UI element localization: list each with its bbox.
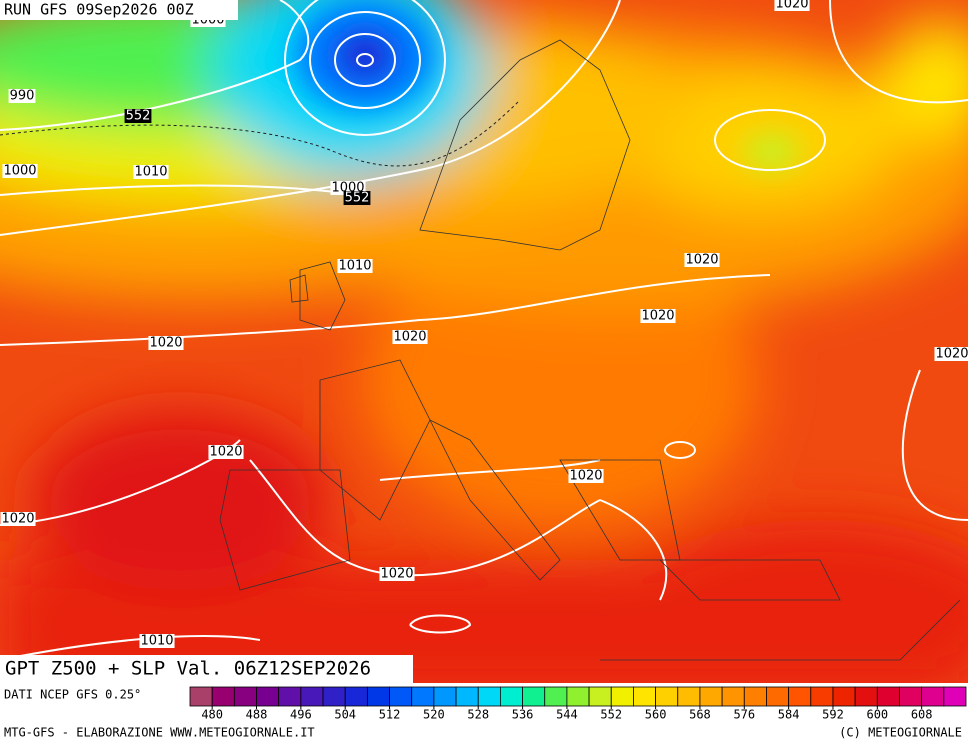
colorbar-swatch [699,686,723,707]
contour-label: 552 [345,191,370,206]
colorbar-swatch [810,686,834,707]
contour-label-bg [379,567,415,581]
colorbar-swatch [610,686,634,707]
contour-label: 1020 [685,253,718,268]
colorbar-source: DATI NCEP GFS 0.25° [4,688,141,702]
colorbar-swatch [389,686,413,707]
contour-label-bg [2,164,38,178]
colorbar-tick-label: 544 [556,708,578,722]
colorbar-tick-label: 560 [645,708,667,722]
run-box [0,0,238,20]
contour-label: 1010 [338,259,371,274]
contour-label: 552 [126,109,151,124]
contour-label-bg [124,109,152,123]
colorbar-tick-label: 480 [201,708,223,722]
contour-label: 1020 [935,347,968,362]
footer-right: (C) METEOGIORNALE [839,726,962,740]
colorbar-swatch [278,686,302,707]
contour-label: 1000 [3,164,36,179]
colorbar-swatch [455,686,479,707]
colorbar-swatch [921,686,945,707]
colorbar-swatch [189,686,213,707]
colorbar-tick-label: 528 [467,708,489,722]
colorbar-swatch [477,686,501,707]
contour-label-bg [337,259,373,273]
colorbar-swatch [322,686,346,707]
contour-label-bg [343,191,371,205]
contour-label-bg [0,512,36,526]
z500-line [0,99,521,167]
contour-label: 1020 [380,567,413,582]
colorbar-swatch [655,686,679,707]
colorbar-tick-label: 496 [290,708,312,722]
contour-label-bg [568,469,604,483]
contour-label: 1020 [1,512,34,527]
colorbar-swatch [433,686,457,707]
colorbar-swatch [766,686,790,707]
colorbar-swatch [366,686,390,707]
colorbar-swatch [899,686,923,707]
contour-label-bg [774,0,810,11]
colorbar-tick-label: 568 [689,708,711,722]
map-title: GPT Z500 + SLP Val. 06Z12SEP2026 [5,658,371,680]
map-field [0,0,968,683]
colorbar-tick-label: 608 [911,708,933,722]
contour-label: 1010 [134,165,167,180]
colorbar-swatch [566,686,590,707]
colorbar-tick-label: 552 [600,708,622,722]
contour-label: 1020 [393,330,426,345]
colorbar-swatch [344,686,368,707]
contour-label-bg [640,309,676,323]
colorbar-swatch [256,686,280,707]
contour-label-bg [392,330,428,344]
colorbar-swatch [943,686,967,707]
colorbar-swatch [211,686,235,707]
colorbar-tick-label: 520 [423,708,445,722]
colorbar-tick-label: 592 [822,708,844,722]
colorbar-swatch [633,686,657,707]
contour-label: 990 [10,89,35,104]
contour-label: 1010 [140,634,173,649]
colorbar-swatch [854,686,878,707]
contour-label-bg [8,89,36,103]
colorbar-swatch [544,686,568,707]
colorbar-swatch [499,686,523,707]
run-label: RUN GFS 09Sep2026 00Z [4,1,194,19]
title-box [0,655,413,683]
colorbar-tick-label: 584 [778,708,800,722]
contour-label-bg [148,336,184,350]
colorbar-swatch [300,686,324,707]
colorbar-tick-label: 488 [246,708,268,722]
contour-label-bg [934,347,968,361]
colorbar-tick-label: 536 [512,708,534,722]
contour-label-bg [139,634,175,648]
contour-label: 1020 [149,336,182,351]
colorbar-swatch [522,686,546,707]
footer-left: MTG-GFS - ELABORAZIONE WWW.METEOGIORNALE… [4,726,315,740]
colorbar-swatch [411,686,435,707]
contour-label-bg [208,445,244,459]
colorbar-swatch [721,686,745,707]
colorbar-swatch [876,686,900,707]
isobars [0,0,968,661]
colorbar-swatch [677,686,701,707]
colorbar-swatch [588,686,612,707]
colorbar-tick-label: 512 [379,708,401,722]
colorbar-swatch [743,686,767,707]
colorbar-swatch [233,686,257,707]
contour-label: 1020 [569,469,602,484]
colorbar-swatch [832,686,856,707]
contour-label: 1020 [209,445,242,460]
contour-label-bg [133,165,169,179]
colorbar-tick-label: 504 [334,708,356,722]
colorbar-swatch [788,686,812,707]
contour-label: 1020 [775,0,808,12]
contour-label: 1020 [641,309,674,324]
contour-label-bg [684,253,720,267]
colorbar-tick-label: 600 [866,708,888,722]
coastlines [219,39,961,661]
colorbar-tick-label: 576 [733,708,755,722]
